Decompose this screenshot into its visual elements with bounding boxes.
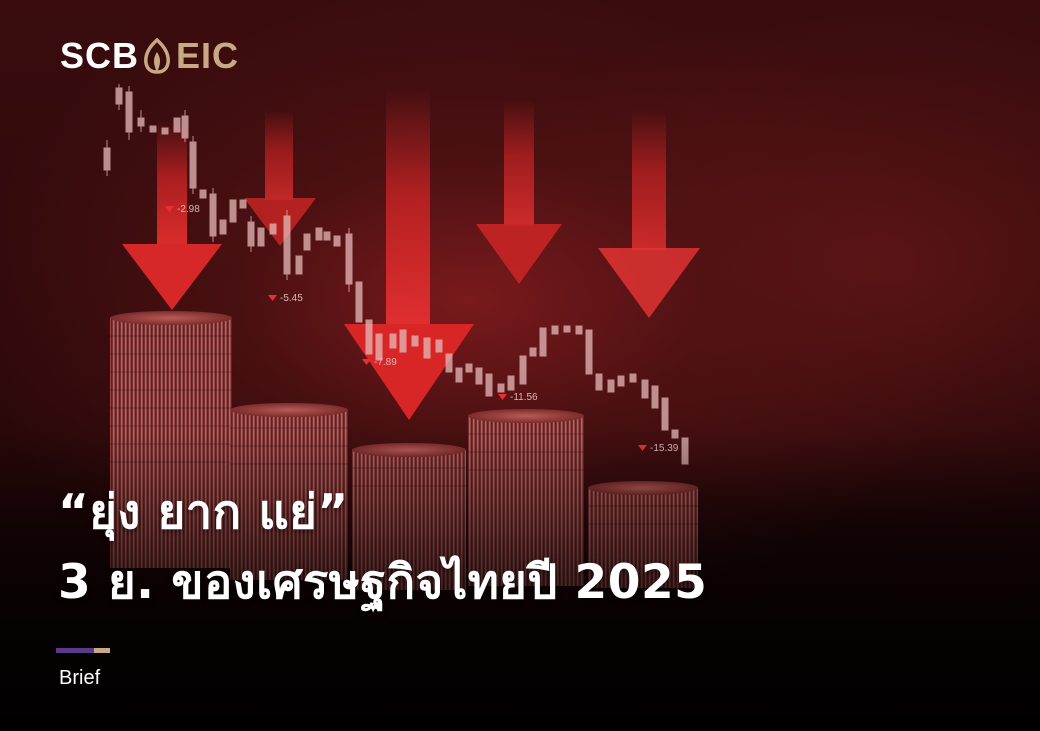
down-arrow-icon <box>598 110 700 318</box>
down-arrow-icon <box>122 120 222 310</box>
brand-logo: SCB EIC <box>60 36 239 76</box>
page-title: “ยุ่ง ยาก แย่” 3 ย. ของเศรษฐกิจไทยปี 202… <box>58 478 998 618</box>
chart-label: -5.45 <box>268 293 303 304</box>
chart-value-label: -11.56 <box>510 392 538 403</box>
leaf-icon <box>144 38 170 74</box>
brand-name-right: EIC <box>176 35 240 76</box>
down-arrow-icon <box>344 90 474 420</box>
chart-value-label: -5.45 <box>280 293 303 304</box>
chart-label: -7.89 <box>362 357 397 368</box>
chart-value-label: -2.98 <box>177 204 200 215</box>
down-arrow-icon <box>476 100 562 284</box>
accent-divider <box>56 648 110 653</box>
down-arrow-icon <box>244 110 316 246</box>
chart-label: -11.56 <box>498 392 538 403</box>
chart-value-label: -7.89 <box>374 357 397 368</box>
brand-name-left: SCB <box>60 35 140 76</box>
chart-value-label: -15.39 <box>650 443 679 454</box>
title-line-1: “ยุ่ง ยาก แย่” <box>58 485 349 540</box>
candlestick-chart-icon <box>103 84 689 465</box>
category-tag: Brief <box>59 667 101 689</box>
title-line-2: 3 ย. ของเศรษฐกิจไทยปี 2025 <box>58 555 708 610</box>
chart-label: -2.98 <box>165 204 200 215</box>
chart-label: -15.39 <box>638 443 679 454</box>
